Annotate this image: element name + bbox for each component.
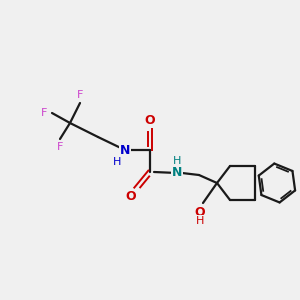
Text: H: H	[173, 156, 181, 166]
Text: F: F	[41, 108, 47, 118]
Text: O: O	[145, 113, 155, 127]
Text: O: O	[126, 190, 136, 203]
Text: O: O	[195, 206, 205, 218]
Text: N: N	[172, 167, 182, 179]
Text: N: N	[120, 143, 130, 157]
Text: H: H	[113, 157, 121, 167]
Text: H: H	[196, 216, 204, 226]
Text: F: F	[57, 142, 63, 152]
Text: F: F	[77, 90, 83, 100]
